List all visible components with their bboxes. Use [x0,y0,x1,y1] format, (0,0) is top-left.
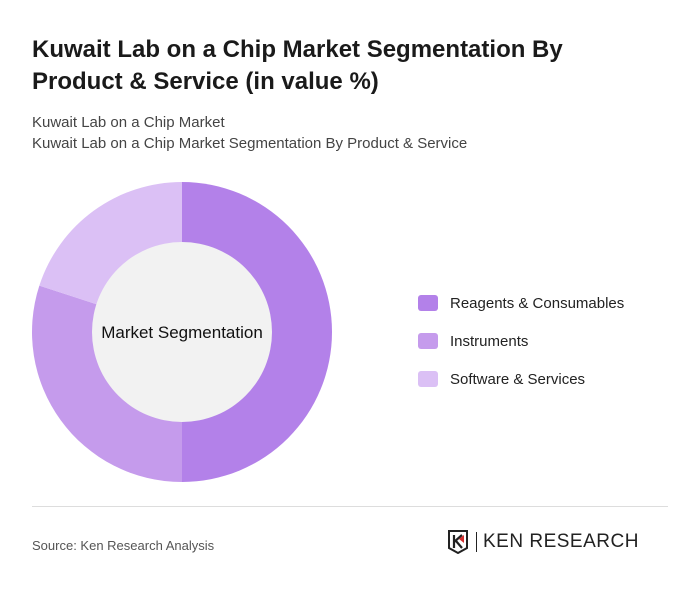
legend-label: Software & Services [450,370,586,388]
ken-research-logo: KEN RESEARCH [448,530,639,554]
legend-label: Instruments [450,332,529,350]
subtitle-market: Kuwait Lab on a Chip Market [32,114,225,131]
center-label: Market Segmentation [101,323,263,342]
legend-swatch [418,295,438,311]
legend-item[interactable]: Reagents & Consumables [418,284,624,322]
divider [32,506,668,507]
donut-hole [92,242,272,422]
source-note: Source: Ken Research Analysis [32,538,215,553]
legend-swatch [418,333,438,349]
subtitle-segmentation: Kuwait Lab on a Chip Market Segmentation… [32,135,468,152]
legend-item[interactable]: Software & Services [418,360,624,398]
logo-text: KEN RESEARCH [476,532,639,552]
chart-title: Kuwait Lab on a Chip Market Segmentation… [32,36,563,95]
legend: Reagents & Consumables Instruments Softwar… [418,284,624,398]
ken-logo-icon [448,530,468,554]
legend-label: Reagents & Consumables [450,294,625,312]
legend-swatch [418,371,438,387]
legend-item[interactable]: Instruments [418,322,624,360]
